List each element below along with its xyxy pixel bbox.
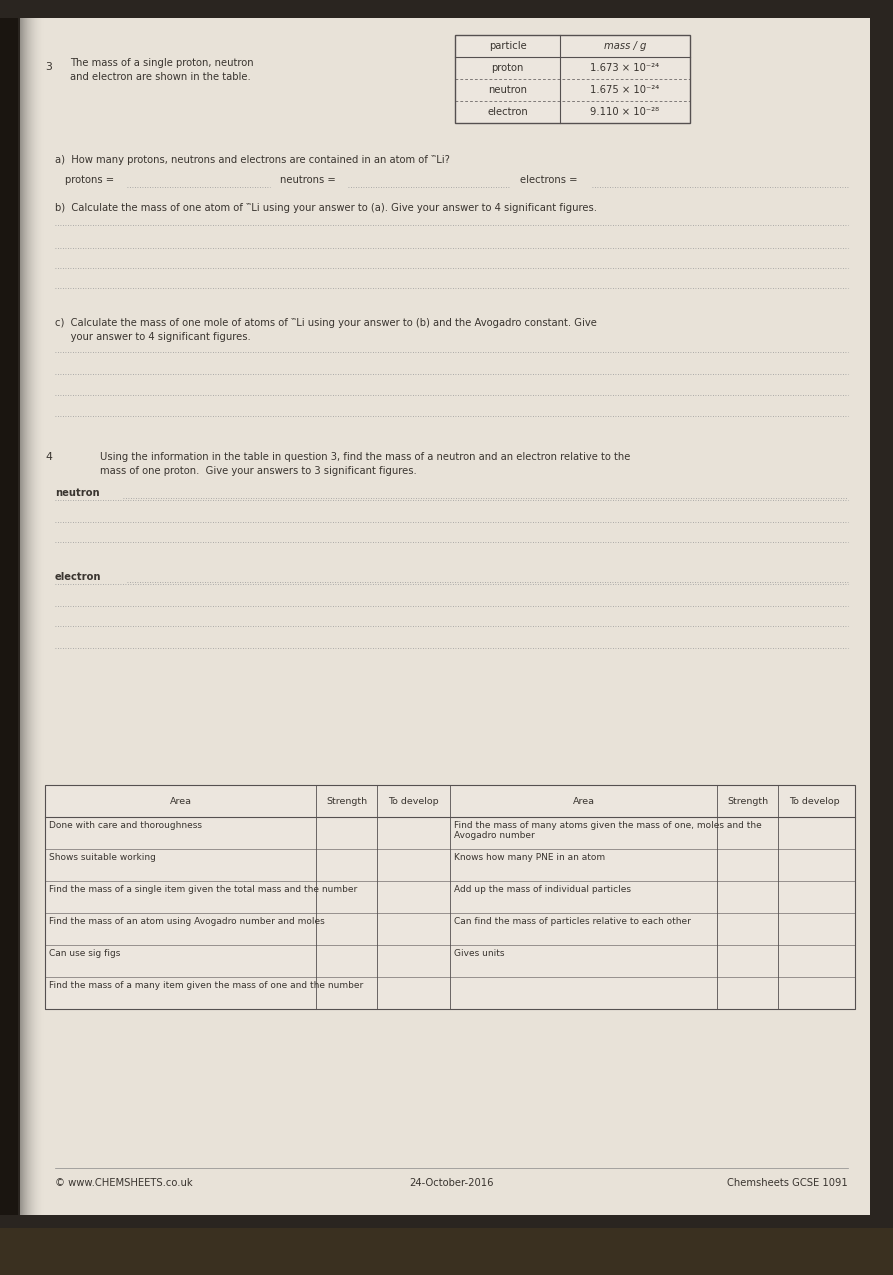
Text: mass / g: mass / g	[604, 41, 647, 51]
Text: your answer to 4 significant figures.: your answer to 4 significant figures.	[55, 332, 251, 342]
Text: particle: particle	[488, 41, 526, 51]
Bar	[39, 18, 40, 1215]
Text: Strength: Strength	[727, 797, 768, 806]
Text: b)  Calculate the mass of one atom of ‷Li using your answer to (a). Give your an: b) Calculate the mass of one atom of ‷Li…	[55, 203, 597, 213]
Bar	[20, 18, 21, 1215]
Bar	[34, 18, 35, 1215]
Text: Can find the mass of particles relative to each other: Can find the mass of particles relative …	[454, 917, 691, 926]
Text: To develop: To develop	[388, 797, 438, 806]
Text: 9.110 × 10⁻²⁸: 9.110 × 10⁻²⁸	[590, 107, 660, 117]
Text: Find the mass of a single item given the total mass and the number: Find the mass of a single item given the…	[49, 885, 357, 894]
Text: Strength: Strength	[326, 797, 367, 806]
Bar	[24, 18, 25, 1215]
Bar	[29, 18, 30, 1215]
Bar	[0, 18, 18, 1215]
Text: Find the mass of an atom using Avogadro number and moles: Find the mass of an atom using Avogadro …	[49, 917, 325, 926]
Bar	[35, 18, 36, 1215]
Bar	[37, 18, 38, 1215]
Text: 3: 3	[45, 62, 52, 71]
Text: protons =: protons =	[65, 175, 114, 185]
Bar	[42, 18, 43, 1215]
Bar	[25, 18, 26, 1215]
Text: c)  Calculate the mass of one mole of atoms of ‷Li using your answer to (b) and : c) Calculate the mass of one mole of ato…	[55, 317, 597, 328]
Bar	[21, 18, 22, 1215]
Bar	[36, 18, 37, 1215]
Text: Done with care and thoroughness: Done with care and thoroughness	[49, 821, 202, 830]
Bar	[45, 785, 855, 1009]
Text: © www.CHEMSHEETS.co.uk: © www.CHEMSHEETS.co.uk	[55, 1178, 193, 1188]
Bar	[33, 18, 34, 1215]
Text: Add up the mass of individual particles: Add up the mass of individual particles	[454, 885, 631, 894]
Text: neutrons =: neutrons =	[280, 175, 336, 185]
Bar	[40, 18, 41, 1215]
Text: proton: proton	[491, 62, 523, 73]
Text: Area: Area	[170, 797, 192, 806]
Text: a)  How many protons, neutrons and electrons are contained in an atom of ‷Li?: a) How many protons, neutrons and electr…	[55, 156, 450, 164]
Bar	[32, 18, 33, 1215]
Bar	[43, 18, 44, 1215]
Text: mass of one proton.  Give your answers to 3 significant figures.: mass of one proton. Give your answers to…	[100, 465, 417, 476]
Text: The mass of a single proton, neutron
and electron are shown in the table.: The mass of a single proton, neutron and…	[70, 57, 254, 83]
Text: To develop: To develop	[789, 797, 839, 806]
Text: Find the mass of a many item given the mass of one and the number: Find the mass of a many item given the m…	[49, 980, 363, 989]
Text: 24-October-2016: 24-October-2016	[409, 1178, 494, 1188]
Bar	[44, 18, 45, 1215]
Bar	[27, 18, 28, 1215]
Bar	[0, 1228, 893, 1275]
Text: neutron: neutron	[488, 85, 527, 96]
Text: neutron: neutron	[55, 488, 100, 499]
Bar	[38, 18, 39, 1215]
Bar	[455, 34, 690, 122]
Text: Gives units: Gives units	[454, 949, 505, 958]
Bar	[23, 18, 24, 1215]
Text: Chemsheets GCSE 1091: Chemsheets GCSE 1091	[727, 1178, 848, 1188]
Text: Using the information in the table in question 3, find the mass of a neutron and: Using the information in the table in qu…	[100, 453, 630, 462]
Bar	[22, 18, 23, 1215]
Text: Shows suitable working: Shows suitable working	[49, 853, 156, 862]
Text: 1.673 × 10⁻²⁴: 1.673 × 10⁻²⁴	[590, 62, 660, 73]
Text: Can use sig figs: Can use sig figs	[49, 949, 121, 958]
Bar	[28, 18, 29, 1215]
Text: Area: Area	[572, 797, 595, 806]
Text: electron: electron	[55, 572, 102, 581]
Text: 4: 4	[45, 453, 52, 462]
Text: electrons =: electrons =	[520, 175, 578, 185]
Bar	[30, 18, 31, 1215]
Bar	[26, 18, 27, 1215]
Bar	[41, 18, 42, 1215]
Bar	[31, 18, 32, 1215]
Text: electron: electron	[487, 107, 528, 117]
Text: Knows how many PNE in an atom: Knows how many PNE in an atom	[454, 853, 605, 862]
Text: Find the mass of many atoms given the mass of one, moles and the
Avogadro number: Find the mass of many atoms given the ma…	[454, 821, 762, 840]
Text: 1.675 × 10⁻²⁴: 1.675 × 10⁻²⁴	[590, 85, 660, 96]
